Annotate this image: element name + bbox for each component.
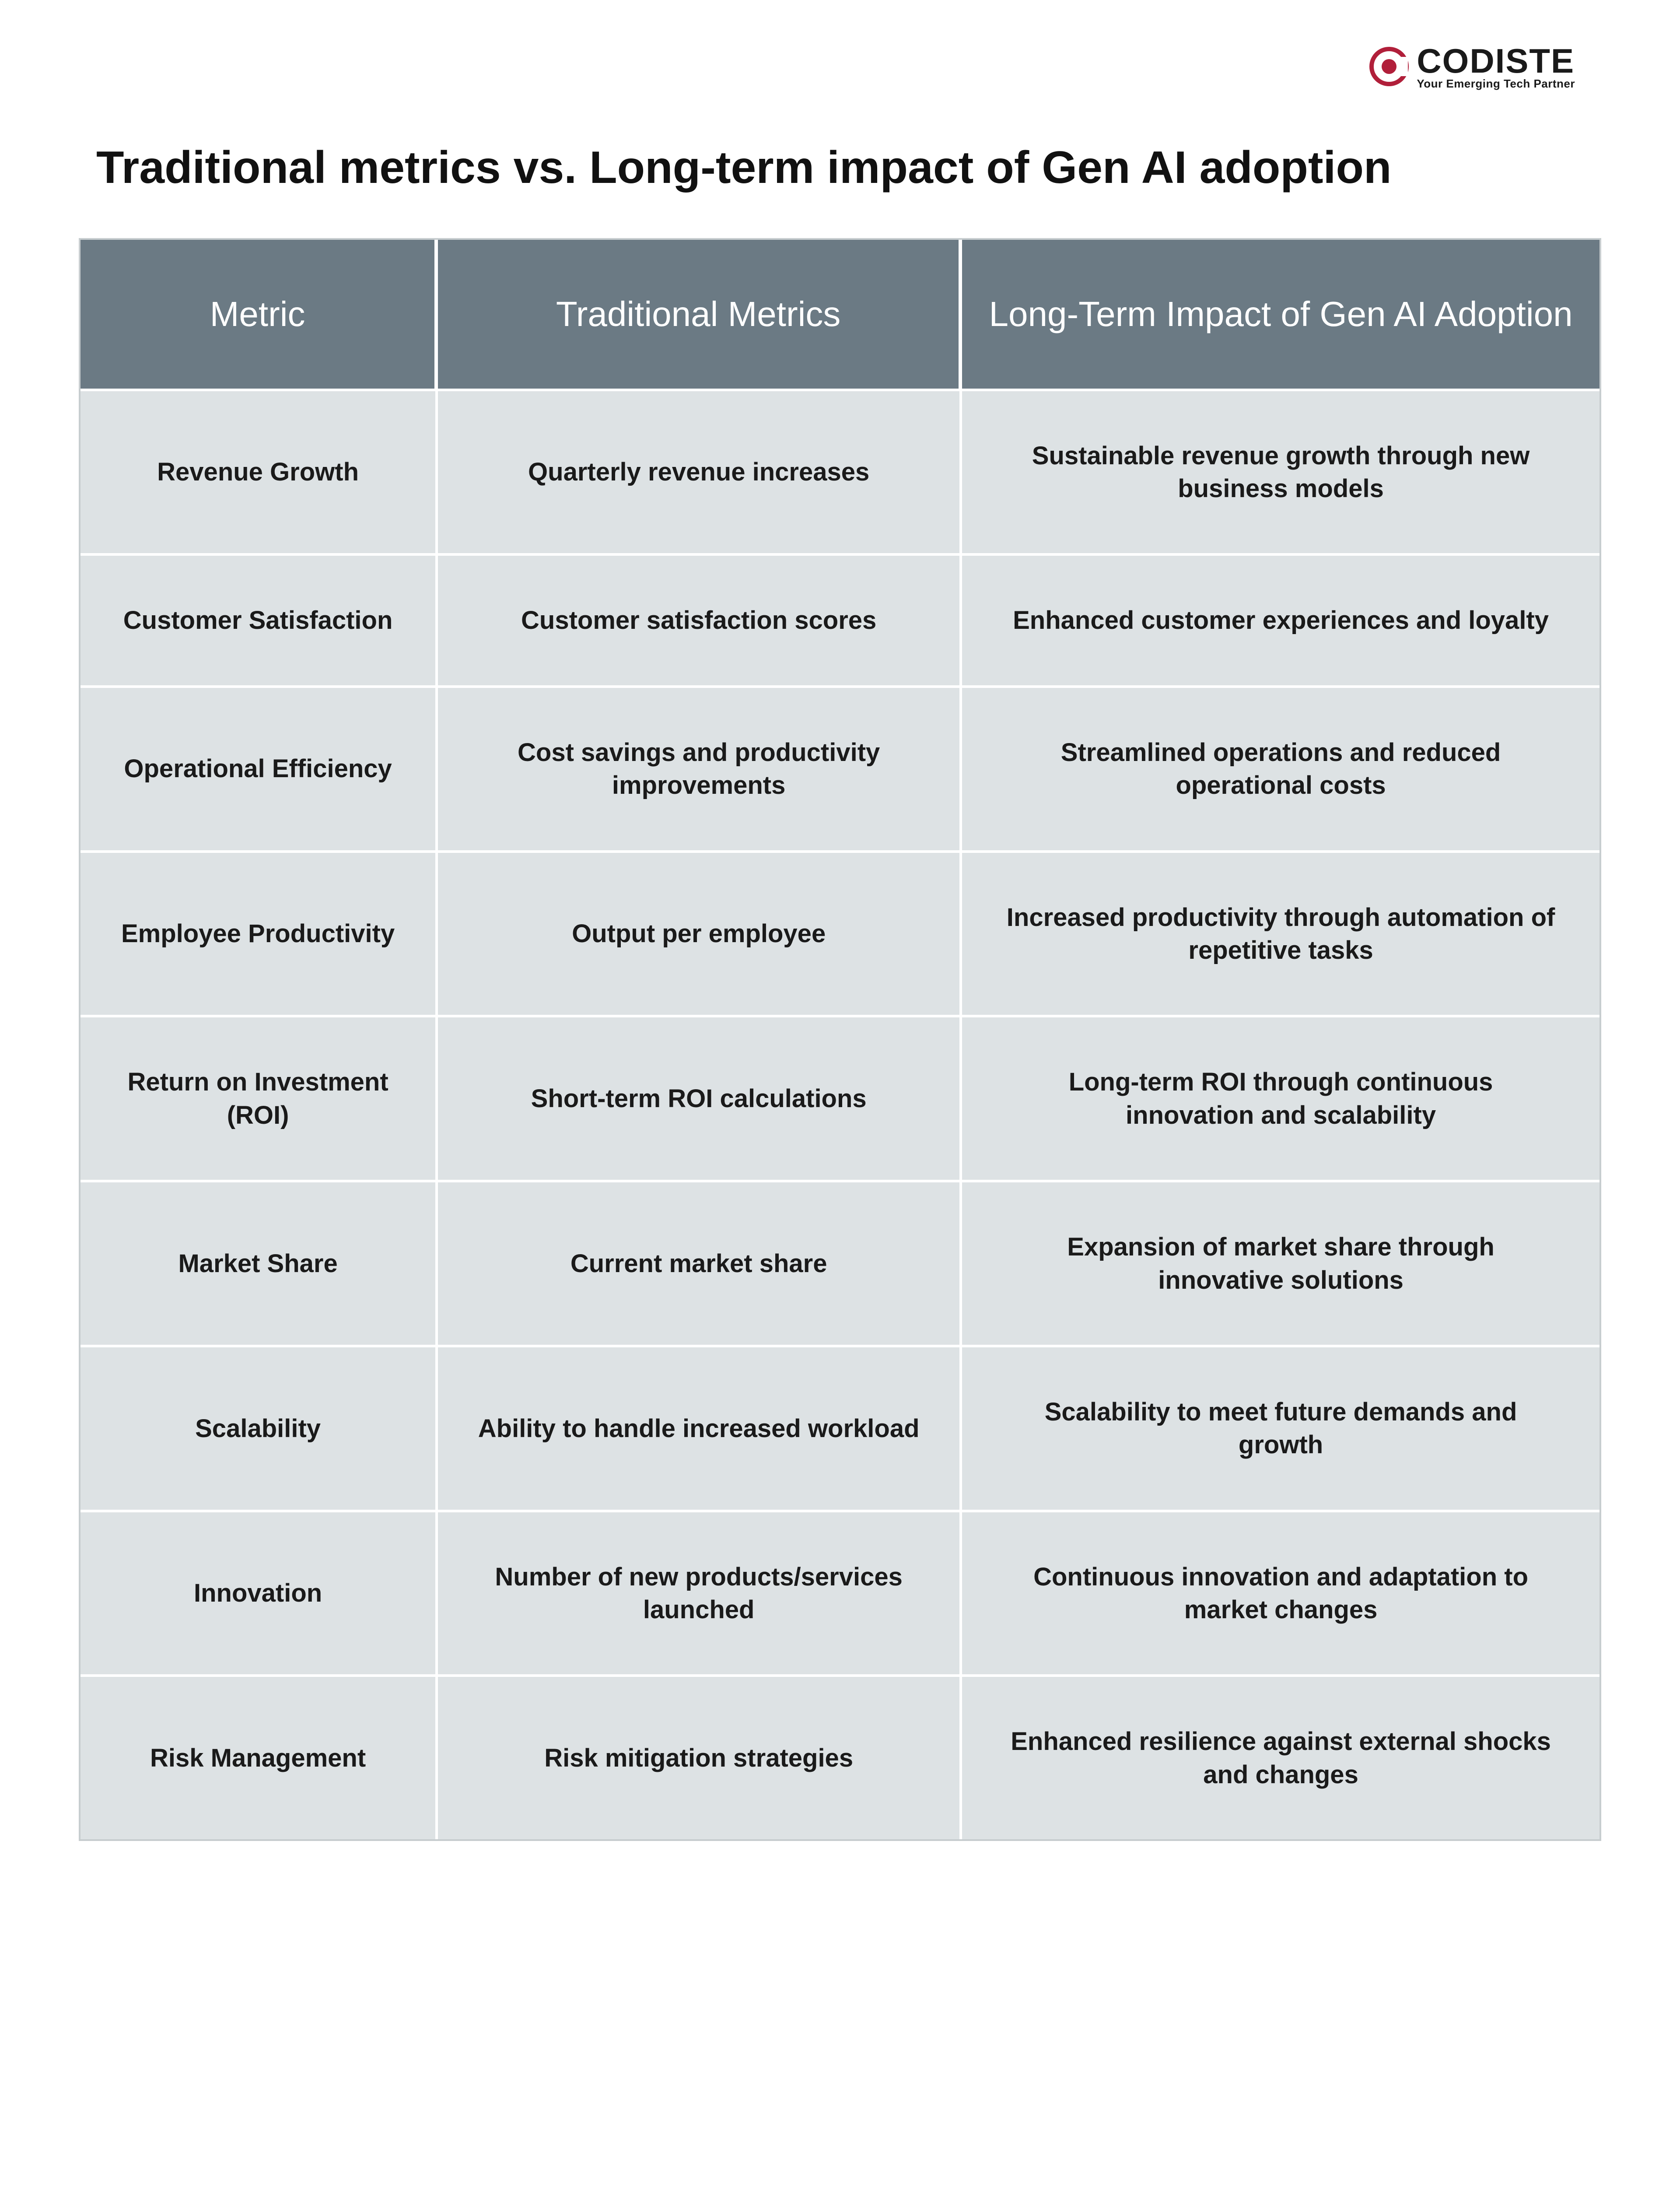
page-title: Traditional metrics vs. Long-term impact… xyxy=(79,107,1601,238)
longterm-cell: Enhanced resilience against external sho… xyxy=(962,1674,1600,1839)
traditional-cell: Cost savings and productivity improvemen… xyxy=(438,685,962,850)
table-row: Operational EfficiencyCost savings and p… xyxy=(80,685,1600,850)
col-header-traditional: Traditional Metrics xyxy=(438,240,962,389)
brand-tagline: Your Emerging Tech Partner xyxy=(1417,78,1575,89)
longterm-cell: Sustainable revenue growth through new b… xyxy=(962,389,1600,554)
table-row: Return on Investment (ROI)Short-term ROI… xyxy=(80,1015,1600,1180)
brand-text: CODISTE Your Emerging Tech Partner xyxy=(1417,44,1575,89)
comparison-table: Metric Traditional Metrics Long-Term Imp… xyxy=(79,238,1601,1841)
table-header-row: Metric Traditional Metrics Long-Term Imp… xyxy=(80,240,1600,389)
traditional-cell: Current market share xyxy=(438,1180,962,1345)
brand-name: CODISTE xyxy=(1417,44,1575,78)
metric-cell: Customer Satisfaction xyxy=(80,553,438,685)
longterm-cell: Streamlined operations and reduced opera… xyxy=(962,685,1600,850)
metric-cell: Return on Investment (ROI) xyxy=(80,1015,438,1180)
longterm-cell: Enhanced customer experiences and loyalt… xyxy=(962,553,1600,685)
metric-cell: Risk Management xyxy=(80,1674,438,1839)
metric-cell: Employee Productivity xyxy=(80,850,438,1015)
brand-logo-icon xyxy=(1369,47,1409,86)
table-body: Revenue GrowthQuarterly revenue increase… xyxy=(80,389,1600,1840)
table-row: Customer SatisfactionCustomer satisfacti… xyxy=(80,553,1600,685)
longterm-cell: Continuous innovation and adaptation to … xyxy=(962,1510,1600,1675)
table-row: InnovationNumber of new products/service… xyxy=(80,1510,1600,1675)
traditional-cell: Risk mitigation strategies xyxy=(438,1674,962,1839)
table-row: Revenue GrowthQuarterly revenue increase… xyxy=(80,389,1600,554)
traditional-cell: Customer satisfaction scores xyxy=(438,553,962,685)
longterm-cell: Increased productivity through automatio… xyxy=(962,850,1600,1015)
traditional-cell: Short-term ROI calculations xyxy=(438,1015,962,1180)
metric-cell: Innovation xyxy=(80,1510,438,1675)
metric-cell: Scalability xyxy=(80,1345,438,1510)
metric-cell: Operational Efficiency xyxy=(80,685,438,850)
table-head: Metric Traditional Metrics Long-Term Imp… xyxy=(80,240,1600,389)
logo-bar: CODISTE Your Emerging Tech Partner xyxy=(79,35,1601,107)
table-row: ScalabilityAbility to handle increased w… xyxy=(80,1345,1600,1510)
traditional-cell: Ability to handle increased workload xyxy=(438,1345,962,1510)
longterm-cell: Expansion of market share through innova… xyxy=(962,1180,1600,1345)
longterm-cell: Long-term ROI through continuous innovat… xyxy=(962,1015,1600,1180)
traditional-cell: Output per employee xyxy=(438,850,962,1015)
table-row: Market ShareCurrent market shareExpansio… xyxy=(80,1180,1600,1345)
col-header-metric: Metric xyxy=(80,240,438,389)
brand-logo: CODISTE Your Emerging Tech Partner xyxy=(1369,44,1575,89)
col-header-longterm: Long-Term Impact of Gen AI Adoption xyxy=(962,240,1600,389)
table-row: Risk ManagementRisk mitigation strategie… xyxy=(80,1674,1600,1839)
longterm-cell: Scalability to meet future demands and g… xyxy=(962,1345,1600,1510)
traditional-cell: Quarterly revenue increases xyxy=(438,389,962,554)
metric-cell: Revenue Growth xyxy=(80,389,438,554)
traditional-cell: Number of new products/services launched xyxy=(438,1510,962,1675)
metric-cell: Market Share xyxy=(80,1180,438,1345)
table-row: Employee ProductivityOutput per employee… xyxy=(80,850,1600,1015)
